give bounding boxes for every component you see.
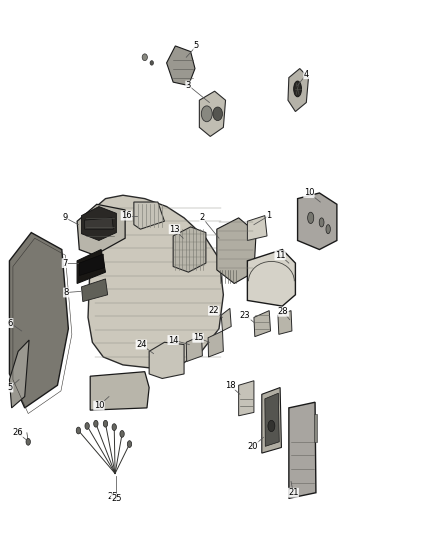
- Text: 18: 18: [225, 381, 235, 390]
- Ellipse shape: [85, 423, 89, 430]
- Polygon shape: [10, 340, 29, 408]
- Text: 7: 7: [62, 259, 67, 268]
- Ellipse shape: [307, 212, 314, 223]
- Polygon shape: [217, 218, 256, 284]
- Polygon shape: [77, 204, 125, 255]
- Polygon shape: [297, 193, 337, 249]
- Polygon shape: [247, 249, 295, 306]
- Ellipse shape: [319, 218, 324, 227]
- Text: 1: 1: [267, 211, 272, 220]
- Polygon shape: [166, 46, 195, 85]
- Polygon shape: [77, 249, 106, 284]
- Polygon shape: [149, 342, 184, 378]
- Ellipse shape: [213, 107, 223, 120]
- Text: 10: 10: [94, 401, 104, 410]
- Polygon shape: [265, 393, 279, 446]
- Ellipse shape: [268, 421, 275, 432]
- Polygon shape: [288, 69, 308, 111]
- Polygon shape: [278, 311, 292, 334]
- Ellipse shape: [26, 439, 30, 445]
- Polygon shape: [221, 309, 231, 331]
- Polygon shape: [208, 331, 223, 357]
- Polygon shape: [186, 335, 202, 361]
- Polygon shape: [90, 372, 149, 410]
- Ellipse shape: [293, 81, 301, 97]
- Text: 8: 8: [64, 288, 69, 297]
- Text: 24: 24: [136, 340, 147, 349]
- Text: 28: 28: [278, 307, 289, 316]
- Text: 3: 3: [186, 81, 191, 90]
- Text: 11: 11: [275, 251, 286, 260]
- Ellipse shape: [150, 61, 153, 65]
- Polygon shape: [262, 387, 282, 453]
- Polygon shape: [85, 218, 113, 229]
- Text: 25: 25: [108, 491, 118, 500]
- Text: 26: 26: [12, 429, 23, 437]
- Polygon shape: [134, 202, 164, 229]
- Ellipse shape: [94, 421, 98, 427]
- Ellipse shape: [18, 430, 22, 435]
- Text: 20: 20: [248, 442, 258, 451]
- Polygon shape: [247, 216, 267, 240]
- Ellipse shape: [201, 106, 212, 122]
- Text: 6: 6: [7, 319, 13, 328]
- Polygon shape: [199, 91, 226, 136]
- Ellipse shape: [103, 421, 108, 427]
- Text: 22: 22: [208, 306, 219, 315]
- Text: 15: 15: [193, 333, 203, 342]
- Polygon shape: [314, 414, 317, 442]
- Text: 16: 16: [121, 211, 132, 220]
- Text: 21: 21: [288, 488, 298, 497]
- Polygon shape: [81, 207, 117, 240]
- Text: 9: 9: [63, 213, 68, 222]
- Ellipse shape: [127, 441, 132, 448]
- Text: 5: 5: [194, 42, 199, 51]
- Text: 23: 23: [240, 311, 251, 320]
- Ellipse shape: [120, 431, 124, 437]
- Polygon shape: [81, 279, 108, 302]
- Text: 2: 2: [200, 213, 205, 222]
- Ellipse shape: [326, 224, 330, 233]
- Ellipse shape: [112, 424, 117, 431]
- Ellipse shape: [142, 54, 148, 61]
- Polygon shape: [10, 232, 68, 408]
- Polygon shape: [88, 195, 223, 368]
- Polygon shape: [239, 381, 254, 416]
- Text: 5: 5: [8, 383, 13, 392]
- Text: 4: 4: [304, 70, 309, 79]
- Polygon shape: [254, 311, 271, 337]
- Polygon shape: [79, 254, 105, 276]
- Ellipse shape: [76, 427, 81, 434]
- Text: 14: 14: [168, 335, 178, 344]
- Polygon shape: [173, 227, 206, 272]
- Text: 13: 13: [169, 225, 180, 233]
- Text: 25: 25: [111, 494, 122, 503]
- Text: 10: 10: [304, 189, 314, 198]
- Polygon shape: [289, 402, 316, 498]
